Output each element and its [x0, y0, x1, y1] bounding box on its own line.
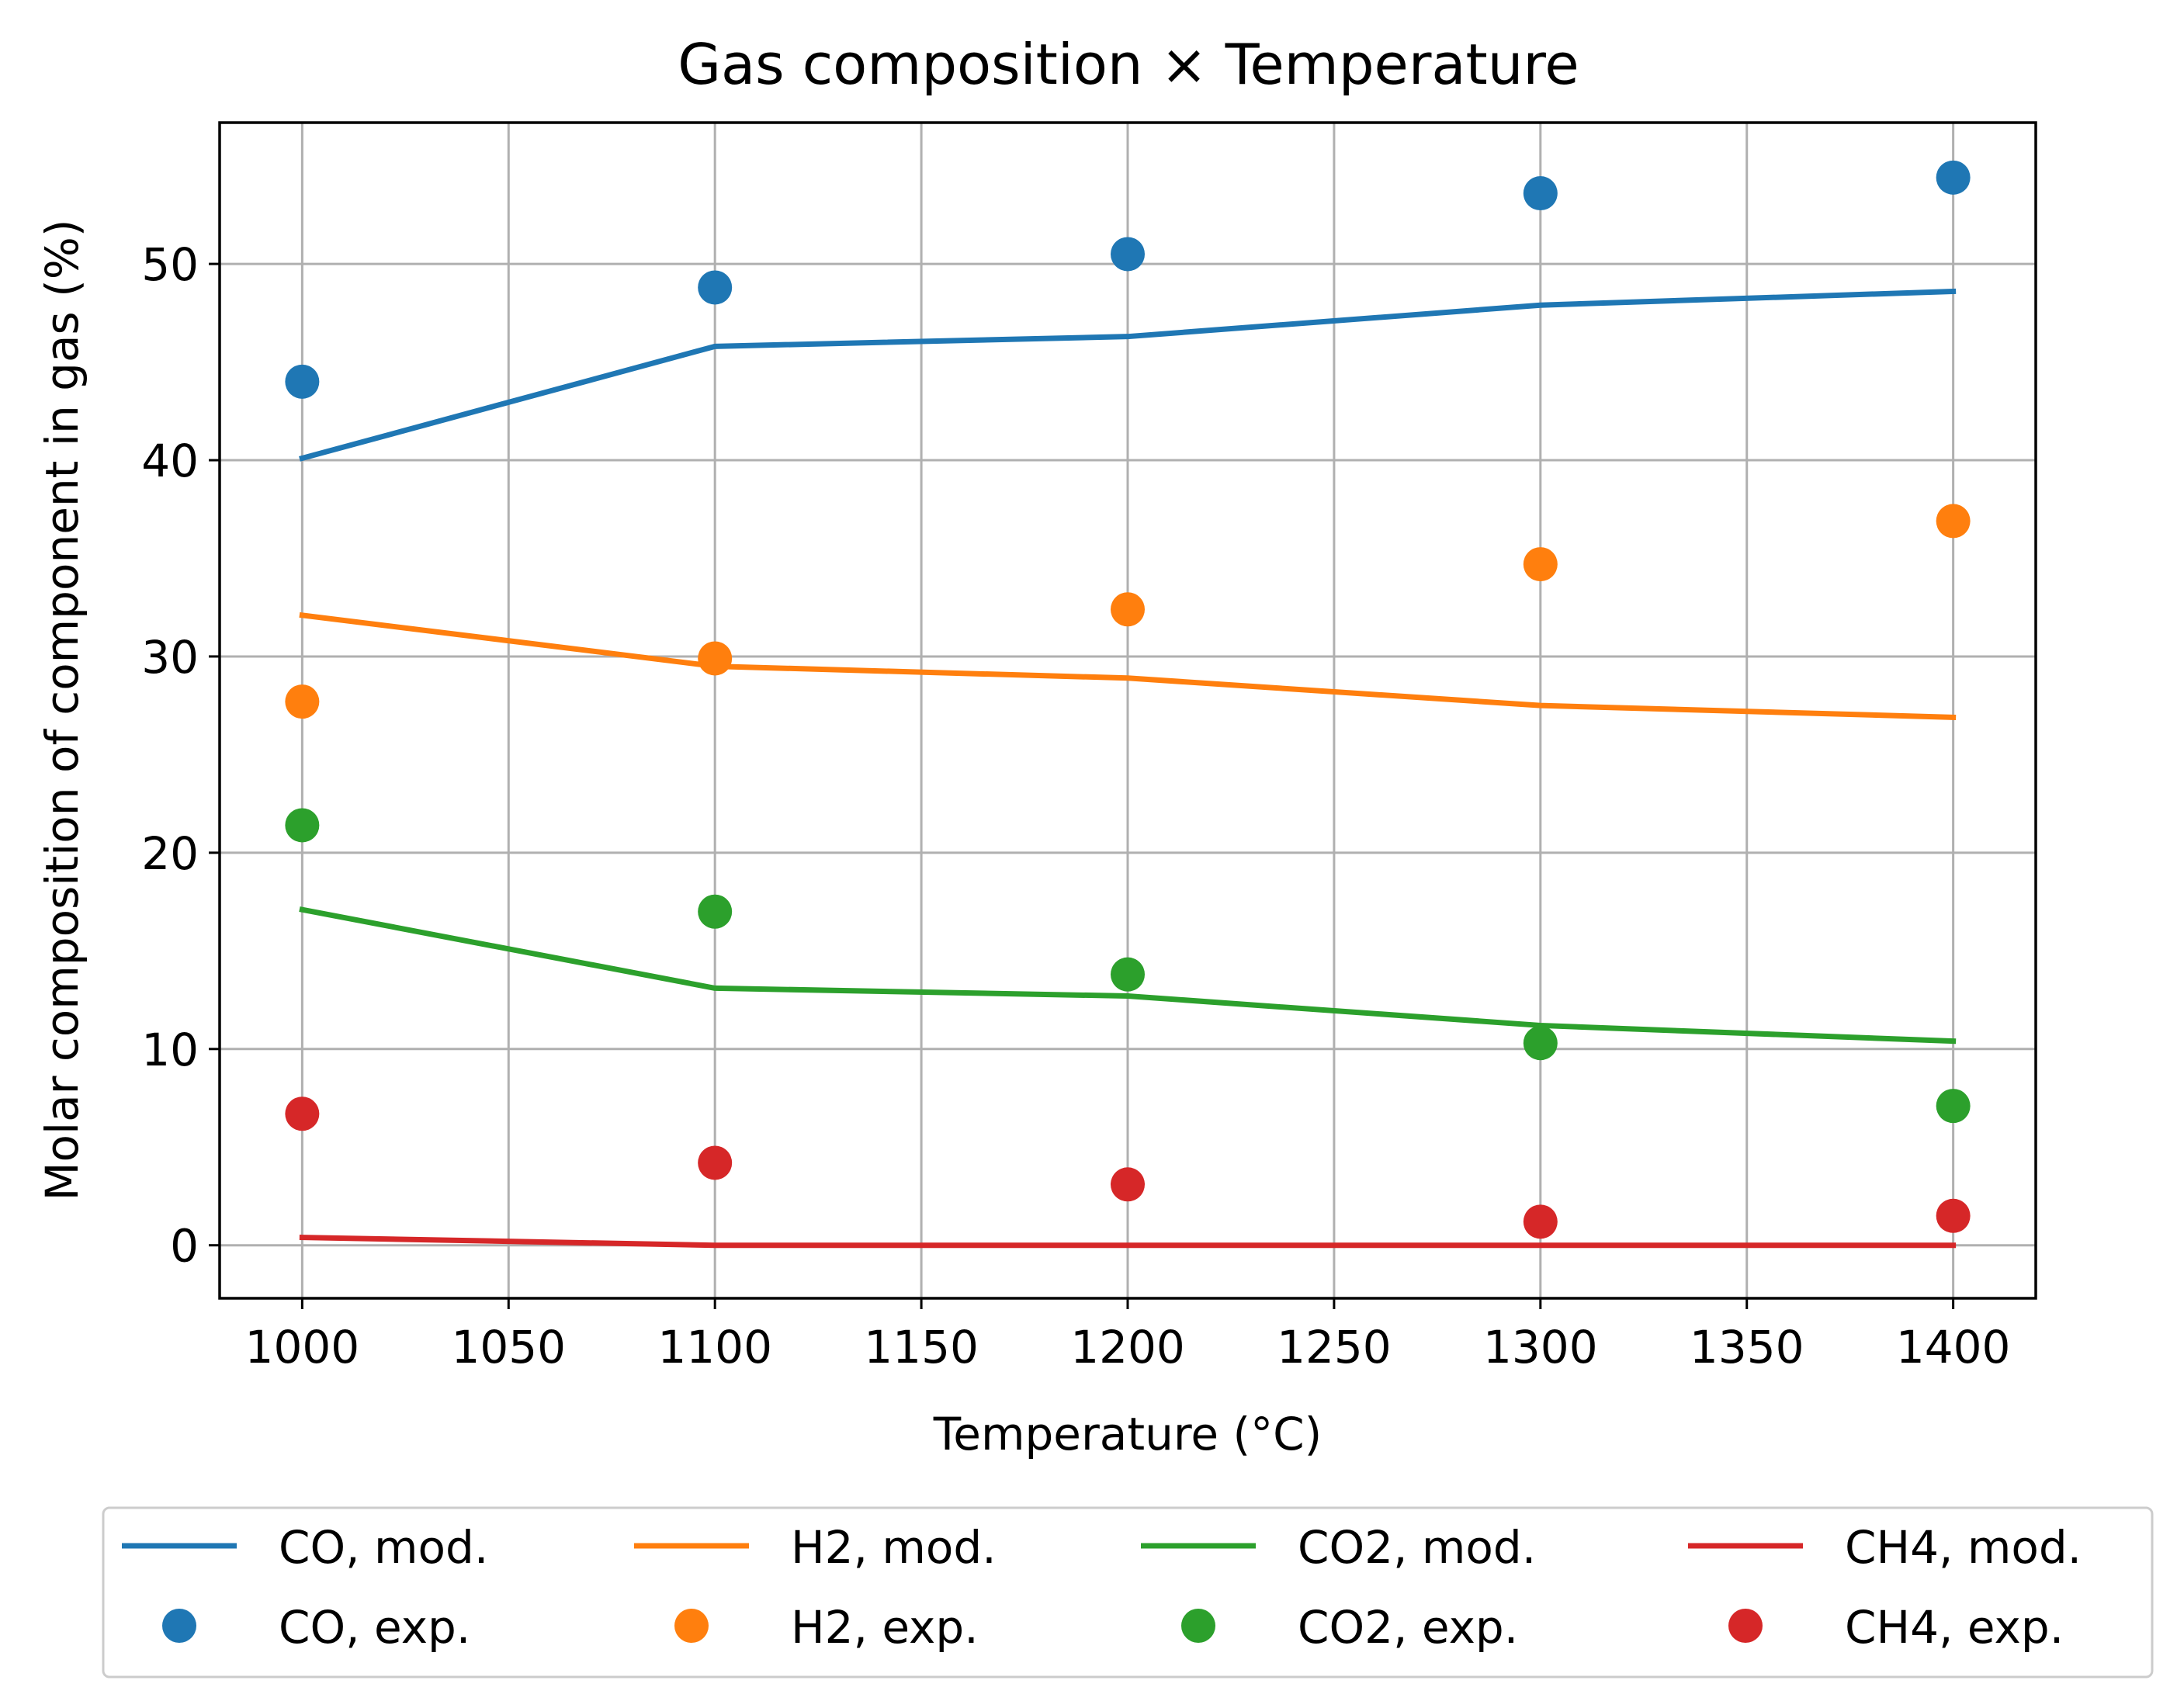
legend-entry-ch4-mod: CH4, mod. [1688, 1521, 2082, 1574]
legend-entry-co-mod: CO, mod. [122, 1521, 488, 1574]
y-axis: 0 10 20 30 40 50 [141, 238, 220, 1273]
legend-marker-swatch [1728, 1609, 1763, 1643]
y-tick-label: 20 [141, 827, 199, 880]
series-layer [285, 160, 1971, 1249]
legend-label: CO2, mod. [1298, 1521, 1536, 1574]
legend-label: CO, exp. [279, 1601, 470, 1654]
x-axis-label: Temperature (°C) [933, 1408, 1322, 1460]
series-h2-exp [285, 504, 1971, 719]
legend-label: CO, mod. [279, 1521, 488, 1574]
point-h2-exp [1936, 504, 1971, 539]
point-co-exp [698, 270, 733, 305]
chart-title: Gas composition × Temperature [678, 32, 1579, 97]
line-co-mod [299, 288, 1957, 462]
legend-label: CH4, mod. [1845, 1521, 2082, 1574]
point-ch4-exp [698, 1145, 733, 1180]
legend-marker-swatch [162, 1609, 196, 1643]
legend-entry-co2-mod: CO2, mod. [1141, 1521, 1536, 1574]
line-co2-mod [299, 906, 1957, 1045]
point-co-exp [285, 364, 320, 399]
point-co-exp [1936, 160, 1971, 195]
series-co2-mod [299, 906, 1957, 1045]
y-tick-label: 0 [170, 1220, 199, 1273]
legend-label: CH4, exp. [1845, 1601, 2064, 1654]
legend-label: CO2, exp. [1298, 1601, 1518, 1654]
y-tick-label: 10 [141, 1024, 199, 1076]
legend-marker-swatch [1181, 1609, 1215, 1643]
series-co2-exp [285, 808, 1971, 1124]
legend: CO, mod. CO, exp. H2, mod. H2, exp. CO2, mod… [102, 1506, 2154, 1679]
x-tick-label: 1100 [657, 1321, 772, 1374]
point-co2-exp [1936, 1089, 1971, 1124]
series-h2-mod [299, 611, 1957, 720]
y-tick-label: 40 [141, 435, 199, 487]
legend-box [102, 1506, 2154, 1679]
point-h2-exp [1523, 547, 1558, 582]
legend-entry-co2-exp: CO2, exp. [1181, 1601, 1518, 1654]
point-h2-exp [698, 641, 733, 676]
x-tick-label: 1200 [1070, 1321, 1185, 1374]
y-tick-label: 30 [141, 631, 199, 684]
point-h2-exp [1111, 592, 1145, 627]
x-tick-label: 1300 [1483, 1321, 1598, 1374]
x-axis: 1000 1050 1100 1150 1200 1250 1300 1350 1400 [245, 1298, 2011, 1374]
point-co2-exp [285, 808, 320, 843]
point-ch4-exp [285, 1097, 320, 1131]
y-tick-label: 50 [141, 238, 199, 291]
point-ch4-exp [1523, 1204, 1558, 1239]
point-co-exp [1111, 237, 1145, 272]
x-tick-label: 1350 [1690, 1321, 1804, 1374]
x-tick-label: 1150 [864, 1321, 979, 1374]
series-ch4-mod [299, 1235, 1957, 1249]
series-co-mod [299, 288, 1957, 462]
point-co-exp [1523, 176, 1558, 211]
x-tick-label: 1400 [1896, 1321, 2011, 1374]
legend-entry-h2-mod: H2, mod. [634, 1521, 997, 1574]
point-h2-exp [285, 684, 320, 719]
y-axis-label: Molar composition of component in gas (%… [36, 219, 88, 1200]
point-ch4-exp [1936, 1198, 1971, 1233]
legend-entry-co-exp: CO, exp. [162, 1601, 470, 1654]
x-tick-label: 1000 [245, 1321, 360, 1374]
legend-entry-h2-exp: H2, exp. [674, 1601, 979, 1654]
point-ch4-exp [1111, 1167, 1145, 1202]
line-ch4-mod [299, 1235, 1957, 1249]
point-co2-exp [1523, 1026, 1558, 1061]
point-co2-exp [698, 894, 733, 929]
series-co-exp [285, 160, 1971, 399]
point-co2-exp [1111, 957, 1145, 992]
line-h2-mod [299, 611, 1957, 720]
legend-entry-ch4-exp: CH4, exp. [1728, 1601, 2064, 1654]
legend-label: H2, mod. [791, 1521, 997, 1574]
legend-label: H2, exp. [791, 1601, 979, 1654]
series-ch4-exp [285, 1097, 1971, 1239]
x-tick-label: 1250 [1277, 1321, 1392, 1374]
legend-marker-swatch [674, 1609, 709, 1643]
x-tick-label: 1050 [451, 1321, 566, 1374]
